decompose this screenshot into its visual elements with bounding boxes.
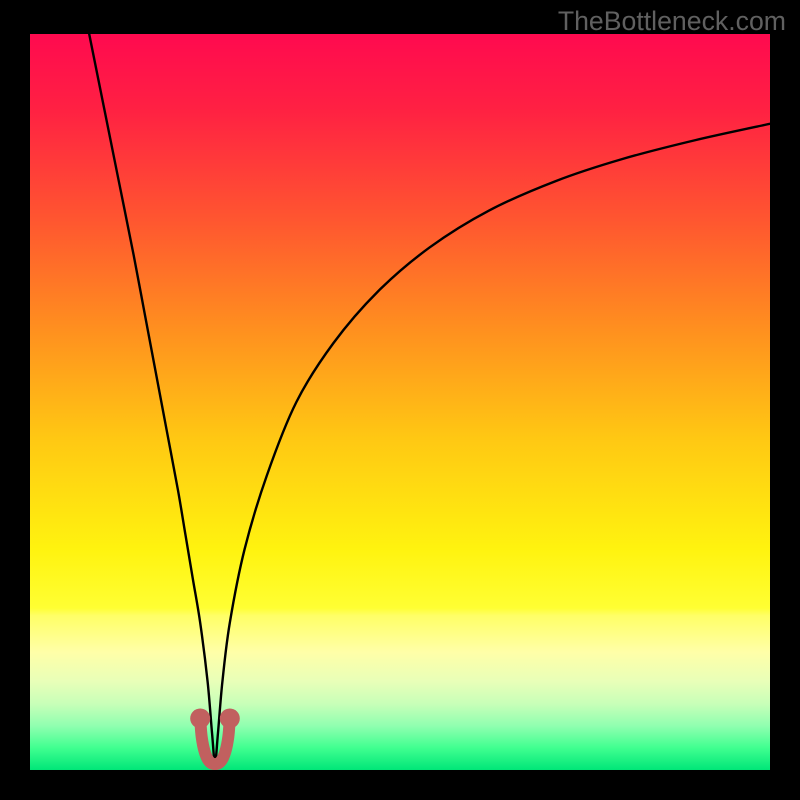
stage: TheBottleneck.com	[0, 0, 800, 800]
marker-endpoint	[220, 708, 240, 728]
watermark-text: TheBottleneck.com	[558, 6, 786, 37]
gradient-background	[30, 34, 770, 770]
bottleneck-plot	[30, 34, 770, 770]
marker-endpoint	[190, 708, 210, 728]
